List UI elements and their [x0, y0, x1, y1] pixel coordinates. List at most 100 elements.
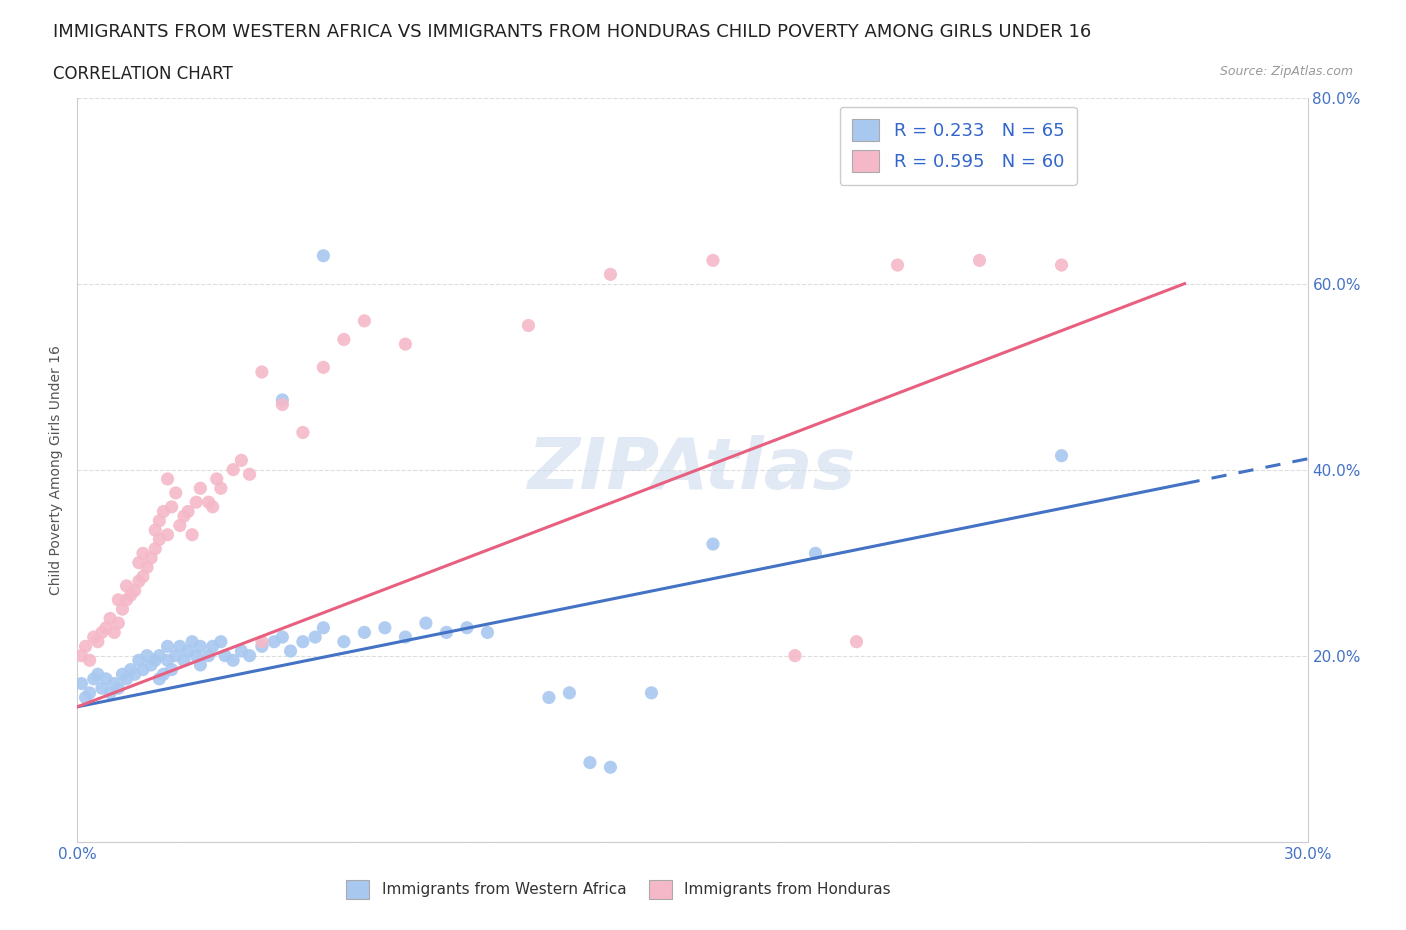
Point — [271, 392, 294, 407]
Point — [94, 671, 117, 686]
Point — [250, 634, 273, 649]
Point — [169, 639, 191, 654]
Point — [173, 509, 195, 524]
Point — [640, 685, 662, 700]
Point — [333, 634, 356, 649]
Point — [156, 472, 179, 486]
Point — [148, 671, 170, 686]
Point — [280, 644, 302, 658]
Point — [186, 648, 208, 663]
Point — [136, 560, 159, 575]
Point — [70, 676, 93, 691]
Point — [115, 592, 138, 607]
Point — [148, 513, 170, 528]
Point — [205, 472, 228, 486]
Point — [132, 662, 155, 677]
Point — [1050, 448, 1073, 463]
Point — [222, 653, 245, 668]
Point — [271, 397, 294, 412]
Point — [165, 648, 187, 663]
Point — [83, 630, 105, 644]
Point — [124, 667, 146, 682]
Y-axis label: Child Poverty Among Girls Under 16: Child Poverty Among Girls Under 16 — [49, 345, 63, 594]
Point — [517, 318, 540, 333]
Point — [222, 462, 245, 477]
Point — [107, 592, 129, 607]
Point — [128, 653, 150, 668]
Point — [148, 648, 170, 663]
Point — [263, 634, 285, 649]
Point — [415, 616, 437, 631]
Point — [141, 658, 163, 672]
Point — [599, 760, 621, 775]
Point — [181, 527, 204, 542]
Point — [558, 685, 581, 700]
Point — [87, 634, 110, 649]
Legend: Immigrants from Western Africa, Immigrants from Honduras: Immigrants from Western Africa, Immigran… — [340, 874, 897, 905]
Point — [107, 681, 129, 696]
Point — [436, 625, 458, 640]
Point — [156, 639, 179, 654]
Point — [103, 676, 125, 691]
Point — [239, 648, 262, 663]
Point — [111, 602, 134, 617]
Point — [132, 546, 155, 561]
Point — [291, 634, 314, 649]
Point — [209, 481, 232, 496]
Point — [115, 671, 138, 686]
Point — [160, 499, 183, 514]
Point — [87, 667, 110, 682]
Point — [143, 523, 166, 538]
Point — [312, 360, 335, 375]
Point — [177, 504, 200, 519]
Point — [79, 685, 101, 700]
Point — [141, 551, 163, 565]
Point — [291, 425, 314, 440]
Point — [239, 467, 262, 482]
Point — [353, 625, 375, 640]
Point — [143, 653, 166, 668]
Point — [156, 527, 179, 542]
Point — [201, 639, 224, 654]
Point — [160, 662, 183, 677]
Point — [70, 648, 93, 663]
Point — [1050, 258, 1073, 272]
Point — [231, 644, 253, 658]
Point — [312, 248, 335, 263]
Point — [120, 588, 142, 603]
Point — [136, 648, 159, 663]
Point — [90, 625, 114, 640]
Point — [181, 634, 204, 649]
Point — [90, 681, 114, 696]
Point — [845, 634, 868, 649]
Text: CORRELATION CHART: CORRELATION CHART — [53, 65, 233, 83]
Point — [75, 690, 97, 705]
Point — [702, 253, 724, 268]
Point — [783, 648, 806, 663]
Point — [231, 453, 253, 468]
Point — [304, 630, 326, 644]
Point — [111, 667, 134, 682]
Point — [177, 644, 200, 658]
Point — [250, 365, 273, 379]
Point — [188, 639, 212, 654]
Point — [79, 653, 101, 668]
Point — [804, 546, 827, 561]
Point — [128, 574, 150, 589]
Point — [98, 611, 121, 626]
Point — [115, 578, 138, 593]
Point — [353, 313, 375, 328]
Point — [599, 267, 621, 282]
Point — [702, 537, 724, 551]
Point — [197, 648, 219, 663]
Point — [209, 634, 232, 649]
Text: IMMIGRANTS FROM WESTERN AFRICA VS IMMIGRANTS FROM HONDURAS CHILD POVERTY AMONG G: IMMIGRANTS FROM WESTERN AFRICA VS IMMIGR… — [53, 23, 1091, 41]
Point — [333, 332, 356, 347]
Point — [477, 625, 499, 640]
Point — [83, 671, 105, 686]
Point — [132, 569, 155, 584]
Point — [969, 253, 991, 268]
Point — [103, 625, 125, 640]
Point — [374, 620, 396, 635]
Text: ZIPAtlas: ZIPAtlas — [529, 435, 856, 504]
